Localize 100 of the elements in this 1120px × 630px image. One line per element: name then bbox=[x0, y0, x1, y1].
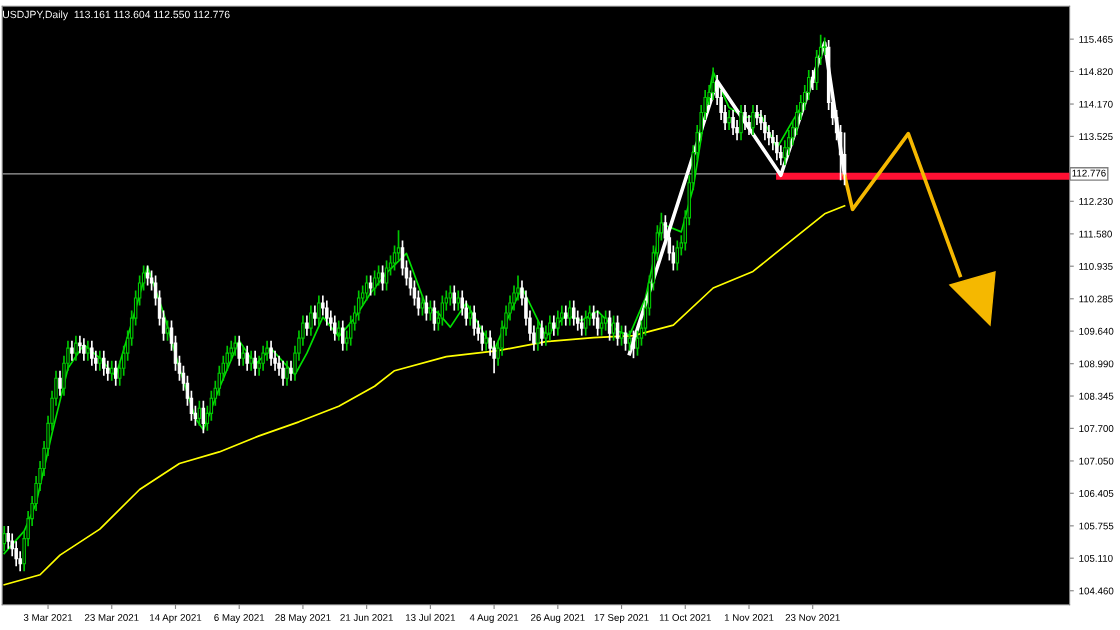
candlestick bbox=[540, 319, 544, 347]
candlestick bbox=[424, 294, 429, 322]
y-tick-label: 108.990 bbox=[1079, 360, 1114, 368]
x-tick-label: 14 Apr 2021 bbox=[150, 614, 202, 623]
x-tick-label: 4 Aug 2021 bbox=[469, 614, 519, 623]
candlestick bbox=[341, 319, 345, 352]
x-tick-label: 21 Jun 2021 bbox=[340, 614, 393, 621]
line-series bbox=[3, 71, 802, 555]
candlestick bbox=[731, 109, 735, 136]
candlestick bbox=[536, 319, 540, 352]
candlestick bbox=[611, 314, 616, 342]
candlestick bbox=[380, 264, 385, 292]
candlestick bbox=[763, 114, 767, 141]
candlestick bbox=[241, 344, 245, 367]
candlestick bbox=[98, 349, 102, 372]
line-series bbox=[842, 131, 962, 278]
candlestick bbox=[619, 324, 624, 347]
candlestick bbox=[333, 314, 337, 342]
candlestick bbox=[412, 279, 417, 307]
candlestick bbox=[325, 299, 329, 327]
candlestick bbox=[372, 269, 377, 297]
candlestick bbox=[603, 309, 608, 332]
y-tick-label: 108.345 bbox=[1079, 392, 1114, 400]
candlestick bbox=[110, 359, 114, 382]
y-tick-label: 104.460 bbox=[1079, 587, 1114, 595]
chart-title: USDJPY,Daily 113.161 113.604 112.550 112.776 bbox=[3, 10, 230, 21]
candlestick bbox=[755, 104, 759, 126]
candlestick bbox=[751, 104, 755, 136]
y-tick-label: 107.050 bbox=[1079, 457, 1114, 465]
candlestick bbox=[253, 349, 257, 377]
y-tick-label: 112.230 bbox=[1079, 198, 1113, 205]
x-tick-label: 6 May 2021 bbox=[214, 614, 265, 623]
candlestick bbox=[364, 274, 369, 302]
candlestick bbox=[86, 339, 90, 362]
candlestick bbox=[249, 349, 253, 372]
candlestick bbox=[480, 324, 484, 352]
candlestick bbox=[309, 304, 313, 337]
x-tick-label: 1 Nov 2021 bbox=[724, 614, 774, 621]
candlestick bbox=[337, 319, 341, 342]
candlestick bbox=[727, 109, 731, 131]
candlestick bbox=[368, 274, 373, 297]
candlestick bbox=[305, 314, 309, 337]
candlestick bbox=[313, 304, 317, 327]
candlestick bbox=[416, 289, 421, 317]
x-tick-label: 17 Sep 2021 bbox=[594, 614, 649, 623]
y-tick-label: 106.405 bbox=[1079, 490, 1114, 497]
y-tick-label: 107.700 bbox=[1079, 425, 1114, 432]
candlestick bbox=[775, 134, 779, 162]
candlestick bbox=[281, 359, 285, 387]
candlestick bbox=[392, 244, 397, 272]
candlestick bbox=[90, 339, 94, 367]
candlestick bbox=[472, 304, 476, 337]
candlestick bbox=[165, 319, 170, 342]
y-tick-label: 105.110 bbox=[1079, 554, 1113, 562]
candlestick bbox=[583, 309, 588, 337]
candlestick bbox=[599, 314, 604, 337]
x-tick-label: 23 Mar 2021 bbox=[84, 614, 139, 621]
candlestick bbox=[579, 314, 584, 337]
x-tick-label: 26 Aug 2021 bbox=[531, 614, 585, 623]
candlestick bbox=[58, 369, 62, 397]
candlestick bbox=[635, 329, 640, 357]
candlestick bbox=[440, 294, 445, 327]
candlestick bbox=[376, 264, 381, 287]
candlestick bbox=[556, 309, 560, 337]
x-tick-label: 3 Mar 2021 bbox=[23, 614, 73, 621]
candlestick bbox=[384, 259, 389, 292]
candlestick bbox=[74, 334, 78, 362]
candlestick bbox=[396, 229, 401, 262]
x-tick-label: 13 Jul 2021 bbox=[405, 613, 456, 621]
y-tick-label: 109.640 bbox=[1079, 327, 1114, 335]
candlestick bbox=[675, 239, 680, 272]
candlestick bbox=[484, 329, 488, 352]
y-tick-label: 105.755 bbox=[1079, 522, 1114, 530]
line-series bbox=[3, 204, 846, 586]
candlestick bbox=[82, 337, 86, 362]
candlestick bbox=[711, 66, 715, 101]
candlestick bbox=[113, 359, 118, 387]
candlestick bbox=[552, 314, 556, 337]
y-tick-label: 110.935 bbox=[1079, 262, 1113, 270]
candlestick bbox=[420, 294, 425, 317]
candlestick bbox=[245, 344, 249, 372]
candlestick bbox=[568, 299, 572, 327]
candlestick bbox=[269, 339, 273, 367]
candlestick bbox=[102, 349, 106, 377]
candlestick bbox=[743, 104, 747, 131]
candlestick bbox=[233, 334, 237, 357]
candlestick bbox=[548, 314, 552, 342]
candlestick bbox=[432, 299, 437, 332]
candlestick bbox=[739, 104, 743, 141]
candlestick bbox=[145, 264, 150, 287]
candlestick bbox=[428, 299, 433, 322]
candlestick bbox=[627, 329, 632, 352]
candlestick bbox=[408, 269, 413, 297]
x-tick-label: 11 Oct 2021 bbox=[659, 614, 711, 621]
x-tick-label: 28 May 2021 bbox=[275, 614, 331, 623]
y-tick-label: 114.820 bbox=[1079, 68, 1113, 76]
x-tick-label: 23 Nov 2021 bbox=[785, 614, 840, 621]
candlestick bbox=[623, 324, 628, 352]
candlestick bbox=[452, 284, 457, 312]
candlestick bbox=[456, 289, 461, 312]
